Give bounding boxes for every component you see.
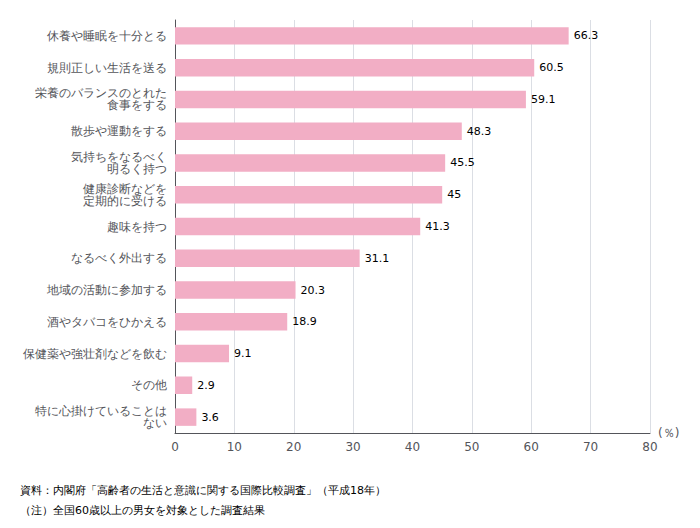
svg-text:食事をする: 食事をする (107, 98, 167, 112)
svg-text:休養や睡眠を十分とる: 休養や睡眠を十分とる (47, 29, 167, 43)
svg-text:栄養のバランスのとれた: 栄養のバランスのとれた (35, 86, 167, 101)
svg-text:45.5: 45.5 (450, 156, 475, 169)
svg-text:3.6: 3.6 (201, 411, 219, 424)
svg-text:0: 0 (171, 440, 179, 454)
svg-text:資料：内閣府「高齢者の生活と意識に関する国際比較調査」（平成: 資料：内閣府「高齢者の生活と意識に関する国際比較調査」（平成18年） (20, 484, 386, 497)
svg-text:40: 40 (405, 440, 420, 454)
svg-text:30: 30 (345, 440, 360, 454)
svg-text:ない: ない (143, 416, 167, 430)
svg-text:（注）全国60歳以上の男女を対象とした調査結果: （注）全国60歳以上の男女を対象とした調査結果 (20, 504, 265, 517)
svg-text:9.1: 9.1 (234, 347, 252, 360)
svg-text:10: 10 (227, 440, 242, 454)
svg-text:20: 20 (286, 440, 301, 454)
svg-text:70: 70 (583, 440, 598, 454)
svg-text:80: 80 (642, 440, 657, 454)
svg-text:2.9: 2.9 (197, 379, 215, 392)
svg-text:気持ちをなるべく: 気持ちをなるべく (71, 150, 167, 164)
svg-text:20.3: 20.3 (301, 284, 326, 297)
svg-text:その他: その他 (131, 378, 167, 392)
svg-text:60.5: 60.5 (539, 61, 564, 74)
svg-text:定期的に受ける: 定期的に受ける (83, 194, 167, 208)
svg-text:なるべく外出する: なるべく外出する (71, 251, 167, 265)
svg-text:明るく持つ: 明るく持つ (107, 162, 167, 176)
svg-text:59.1: 59.1 (531, 93, 556, 106)
svg-text:60: 60 (524, 440, 539, 454)
svg-text:特に心掛けていることは: 特に心掛けていることは (35, 404, 167, 419)
svg-text:41.3: 41.3 (425, 220, 450, 233)
svg-text:31.1: 31.1 (365, 252, 390, 265)
svg-text:66.3: 66.3 (574, 29, 599, 42)
svg-text:保健薬や強壮剤などを飲む: 保健薬や強壮剤などを飲む (23, 347, 167, 361)
svg-text:規則正しい生活を送る: 規則正しい生活を送る (47, 61, 167, 75)
svg-text:散歩や運動をする: 散歩や運動をする (71, 124, 167, 138)
svg-text:45: 45 (447, 188, 461, 201)
svg-text:地域の活動に参加する: 地域の活動に参加する (46, 283, 167, 297)
svg-text:趣味を持つ: 趣味を持つ (107, 220, 167, 234)
svg-text:酒やタバコをひかえる: 酒やタバコをひかえる (47, 315, 167, 329)
svg-text:健康診断などを: 健康診断などを (83, 181, 167, 196)
svg-text:48.3: 48.3 (467, 125, 492, 138)
svg-text:50: 50 (464, 440, 479, 454)
svg-text:18.9: 18.9 (292, 315, 317, 328)
svg-text:(％): (％) (658, 426, 679, 440)
